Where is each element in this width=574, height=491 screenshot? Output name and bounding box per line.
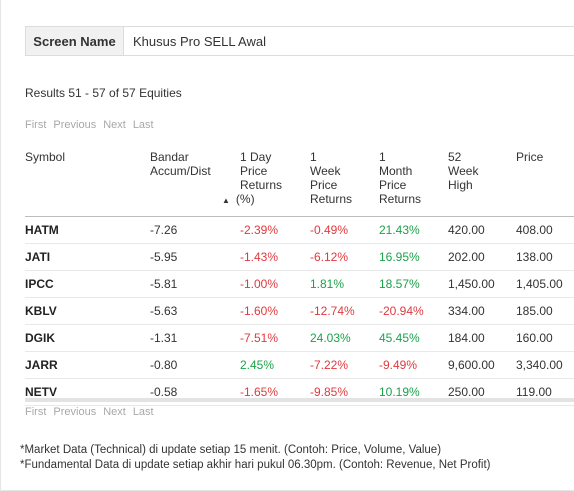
header-line: Bandar <box>150 150 189 164</box>
cell-week: -12.74% <box>310 297 379 325</box>
cell-price: 138.00 <box>516 243 574 271</box>
cell-month: -20.94% <box>379 297 448 325</box>
col-symbol-header[interactable]: Symbol <box>25 146 150 217</box>
cell-bandar: -7.26 <box>150 216 240 244</box>
cell-day: -1.60% <box>240 297 310 325</box>
cell-week: 24.03% <box>310 324 379 352</box>
header-line: Price <box>310 178 338 192</box>
pager-next-link[interactable]: Next <box>103 406 126 418</box>
cell-week: -0.49% <box>310 216 379 244</box>
cell-day: 2.45% <box>240 351 310 379</box>
cell-price: 185.00 <box>516 297 574 325</box>
header-line: Symbol <box>25 150 66 164</box>
header-line: Price <box>379 178 407 192</box>
header-line: 1 Day <box>240 150 272 164</box>
pager-last-link[interactable]: Last <box>132 406 154 418</box>
cell-week: -7.22% <box>310 351 379 379</box>
cell-bandar: -5.95 <box>150 243 240 271</box>
pager-last-link[interactable]: Last <box>132 119 154 131</box>
header-line: 52 <box>448 150 462 164</box>
table-row[interactable]: DGIK -1.31 -7.51% 24.03% 45.45% 184.00 160.00 <box>25 324 574 352</box>
cell-day: -2.39% <box>240 216 310 244</box>
header-line: (%) <box>235 192 255 206</box>
results-count: Results 51 - 57 of 57 Equities <box>25 86 182 100</box>
cell-bandar: -5.81 <box>150 270 240 298</box>
cell-symbol[interactable]: HATM <box>25 216 150 244</box>
cell-symbol[interactable]: JATI <box>25 243 150 271</box>
cell-high52: 1,450.00 <box>448 270 516 298</box>
cell-high52: 420.00 <box>448 216 516 244</box>
table-header-row: Symbol Bandar Accum/Dist 1 Day Price Ret… <box>25 146 574 217</box>
col-bandar-header[interactable]: Bandar Accum/Dist <box>150 146 240 217</box>
pager-previous-link[interactable]: Previous <box>53 119 97 131</box>
header-line: 1 <box>379 150 386 164</box>
header-line: Week <box>310 164 341 178</box>
col-1day-header[interactable]: 1 Day Price Returns ▲ (%) <box>222 146 310 217</box>
header-line: Price <box>240 164 268 178</box>
pager-first-link[interactable]: First <box>25 406 47 418</box>
col-price-header[interactable]: Price <box>516 146 574 217</box>
cell-high52: 9,600.00 <box>448 351 516 379</box>
cell-day: -1.43% <box>240 243 310 271</box>
header-line: Month <box>379 164 413 178</box>
cell-bandar: -1.31 <box>150 324 240 352</box>
cell-month: 18.57% <box>379 270 448 298</box>
pager-next-link[interactable]: Next <box>103 119 126 131</box>
sort-up-icon[interactable]: ▲ <box>222 196 230 205</box>
header-line: Returns <box>379 192 422 206</box>
cell-high52: 334.00 <box>448 297 516 325</box>
cell-month: 21.43% <box>379 216 448 244</box>
footnote-market-data: *Market Data (Technical) di update setia… <box>20 444 442 456</box>
header-line: Price <box>516 150 544 164</box>
pager-previous-link[interactable]: Previous <box>53 406 97 418</box>
cell-symbol[interactable]: KBLV <box>25 297 150 325</box>
cell-symbol[interactable]: IPCC <box>25 270 150 298</box>
cell-day: -1.00% <box>240 270 310 298</box>
pager-first-link[interactable]: First <box>25 119 47 131</box>
table-row[interactable]: KBLV -5.63 -1.60% -12.74% -20.94% 334.00 185.0… <box>25 297 574 325</box>
col-1month-header[interactable]: 1 Month Price Returns <box>379 146 448 217</box>
cell-symbol[interactable]: JARR <box>25 351 150 379</box>
cell-day: -7.51% <box>240 324 310 352</box>
cell-bandar: -0.80 <box>150 351 240 379</box>
cell-week: -6.12% <box>310 243 379 271</box>
screen-name-label: Screen Name <box>26 27 124 55</box>
col-52week-header[interactable]: 52 Week High <box>448 146 516 217</box>
cell-month: -9.49% <box>379 351 448 379</box>
cell-month: 16.95% <box>379 243 448 271</box>
screen-name-value[interactable]: Khusus Pro SELL Awal <box>133 33 266 49</box>
screen-name-bar: Screen Name Khusus Pro SELL Awal <box>25 26 574 56</box>
col-1week-header[interactable]: 1 Week Price Returns <box>310 146 379 217</box>
cell-high52: 184.00 <box>448 324 516 352</box>
cell-price: 408.00 <box>516 216 574 244</box>
cell-price: 160.00 <box>516 324 574 352</box>
table-row[interactable]: JATI -5.95 -1.43% -6.12% 16.95% 202.00 138.00 <box>25 243 574 271</box>
cell-bandar: -5.63 <box>150 297 240 325</box>
header-line: 1 <box>310 150 317 164</box>
cell-month: 45.45% <box>379 324 448 352</box>
cell-price: 1,405.00 <box>516 270 574 298</box>
cell-week: 1.81% <box>310 270 379 298</box>
table-row[interactable]: HATM -7.26 -2.39% -0.49% 21.43% 420.00 408.00 <box>25 216 574 244</box>
table-row[interactable]: IPCC -5.81 -1.00% 1.81% 18.57% 1,450.00 1,405.… <box>25 270 574 298</box>
header-line: Returns <box>310 192 353 206</box>
cell-price: 3,340.00 <box>516 351 574 379</box>
horizontal-scrollbar[interactable] <box>25 398 574 402</box>
pagination-bottom: First Previous Next Last <box>25 406 154 418</box>
header-line: Returns <box>240 178 283 192</box>
header-line: Week <box>448 164 479 178</box>
footnote-fundamental-data: *Fundamental Data di update setiap akhir… <box>20 459 491 471</box>
cell-symbol[interactable]: DGIK <box>25 324 150 352</box>
footnotes: *Market Data (Technical) di update setia… <box>20 443 491 473</box>
header-line: High <box>448 178 473 192</box>
table-row[interactable]: JARR -0.80 2.45% -7.22% -9.49% 9,600.00 3,340.… <box>25 351 574 379</box>
cell-high52: 202.00 <box>448 243 516 271</box>
pagination-top: First Previous Next Last <box>25 119 154 131</box>
results-table: Symbol Bandar Accum/Dist 1 Day Price Ret… <box>25 146 574 406</box>
header-line: Accum/Dist <box>150 164 211 178</box>
